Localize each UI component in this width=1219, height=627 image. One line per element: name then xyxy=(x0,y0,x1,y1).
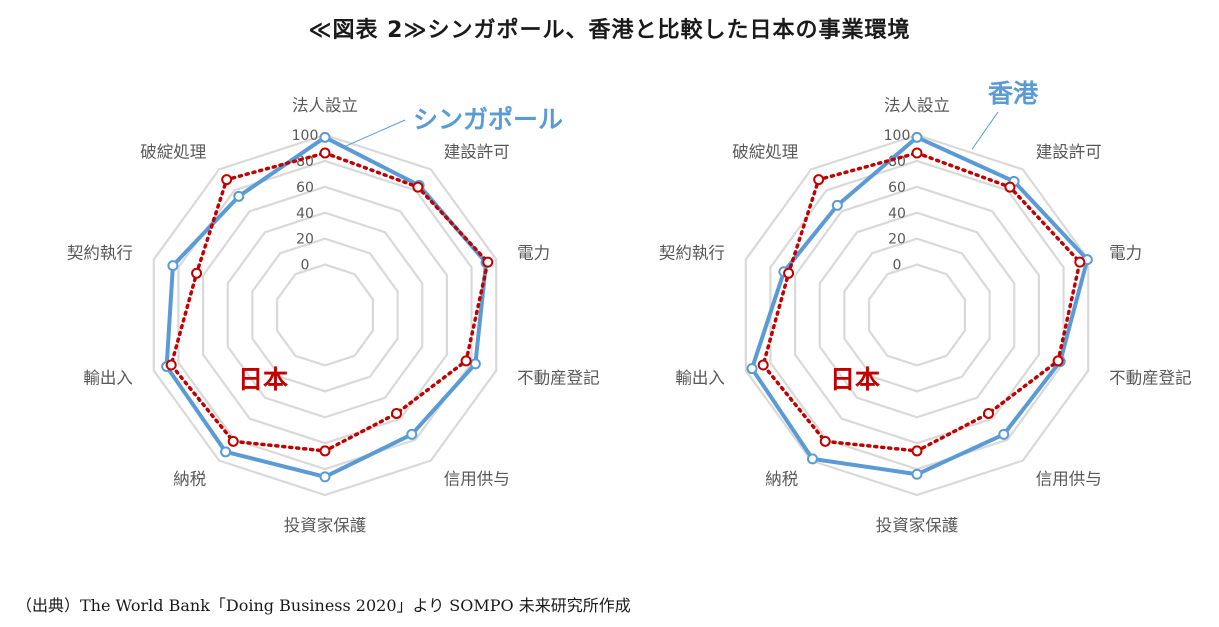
data-point xyxy=(319,471,331,483)
axis-label: 契約執行 xyxy=(659,244,725,263)
data-point xyxy=(813,174,825,186)
data-point xyxy=(233,190,245,202)
tick-label: 60 xyxy=(296,180,314,196)
data-point xyxy=(227,435,239,447)
axis-label: 契約執行 xyxy=(67,244,133,263)
axis-label: 輸出入 xyxy=(83,368,133,387)
data-point xyxy=(831,199,843,211)
data-point xyxy=(391,407,403,419)
axis-label: 輸出入 xyxy=(675,368,725,387)
series-label-compare: シンガポール xyxy=(413,105,563,134)
data-point xyxy=(911,147,923,159)
axis-label: 信用供与 xyxy=(1036,469,1102,488)
radar-chart-singapore: 020406080100法人設立建設許可電力不動産登記信用供与投資家保護納税輸出… xyxy=(67,96,600,535)
data-point xyxy=(983,407,995,419)
grid-ring xyxy=(226,211,424,419)
series-label-compare: 香港 xyxy=(988,79,1039,108)
data-point xyxy=(167,260,179,272)
grid-ring xyxy=(794,185,1040,445)
source-note: （出典）The World Bank「Doing Business 2020」よ… xyxy=(16,596,631,615)
data-point xyxy=(469,358,481,370)
grid-ring xyxy=(769,159,1065,471)
data-point xyxy=(319,147,331,159)
data-point xyxy=(406,428,418,440)
axis-label: 投資家保護 xyxy=(284,516,367,535)
series-label-japan: 日本 xyxy=(830,365,880,394)
tick-label: 0 xyxy=(301,258,310,274)
grid-ring xyxy=(202,185,448,445)
radar-chart-hongkong: 020406080100法人設立建設許可電力不動産登記信用供与投資家保護納税輸出… xyxy=(659,79,1192,535)
tick-label: 100 xyxy=(884,128,911,144)
tick-label: 20 xyxy=(888,232,906,248)
data-point xyxy=(191,267,203,279)
data-point xyxy=(412,181,424,193)
data-point xyxy=(220,446,232,458)
grid-ring xyxy=(152,133,498,497)
tick-label: 60 xyxy=(888,180,906,196)
data-point xyxy=(998,428,1010,440)
tick-label: 40 xyxy=(888,206,906,222)
grid-ring xyxy=(177,159,473,471)
data-point xyxy=(165,359,177,371)
data-point xyxy=(911,131,923,143)
grid-ring xyxy=(843,237,991,393)
page-title: ≪図表 2≫シンガポール、香港と比較した日本の事業環境 xyxy=(308,18,911,43)
data-point xyxy=(1074,256,1086,268)
tick-label: 20 xyxy=(296,232,314,248)
data-point xyxy=(221,174,233,186)
tick-label: 0 xyxy=(893,258,902,274)
axis-label: 電力 xyxy=(517,244,550,263)
data-point xyxy=(911,468,923,480)
series-label-japan: 日本 xyxy=(238,365,288,394)
data-point xyxy=(482,256,494,268)
axis-label: 不動産登記 xyxy=(517,368,600,387)
axis-label: 破綻処理 xyxy=(140,143,206,162)
axis-label: 不動産登記 xyxy=(1109,368,1192,387)
axis-label: 破綻処理 xyxy=(732,143,798,162)
data-point xyxy=(319,445,331,457)
axis-label: 建設許可 xyxy=(444,143,510,162)
grid-ring xyxy=(744,133,1090,497)
axis-label: 納税 xyxy=(173,469,206,488)
data-point xyxy=(806,453,818,465)
series-japan xyxy=(165,147,494,457)
leader-line xyxy=(971,111,999,150)
data-point xyxy=(757,359,769,371)
data-point xyxy=(319,131,331,143)
data-point xyxy=(1052,355,1064,367)
axis-label: 法人設立 xyxy=(884,96,950,115)
radar-grid xyxy=(152,133,498,497)
axis-label: 投資家保護 xyxy=(876,516,959,535)
axis-label: 電力 xyxy=(1109,244,1142,263)
grid-ring xyxy=(818,211,1016,419)
data-point xyxy=(819,435,831,447)
data-point xyxy=(1004,181,1016,193)
grid-ring xyxy=(251,237,399,393)
data-point xyxy=(460,355,472,367)
grid-ring xyxy=(867,263,967,367)
data-point xyxy=(911,445,923,457)
series-japan xyxy=(757,147,1086,457)
axis-label: 信用供与 xyxy=(444,469,510,488)
axis-label: 建設許可 xyxy=(1036,143,1102,162)
data-point xyxy=(783,267,795,279)
axis-label: 納税 xyxy=(765,469,798,488)
data-point xyxy=(746,363,758,375)
radar-grid xyxy=(744,133,1090,497)
axis-label: 法人設立 xyxy=(292,96,358,115)
tick-label: 40 xyxy=(296,206,314,222)
tick-label: 100 xyxy=(292,128,319,144)
leader-line xyxy=(342,119,406,148)
grid-ring xyxy=(275,263,375,367)
